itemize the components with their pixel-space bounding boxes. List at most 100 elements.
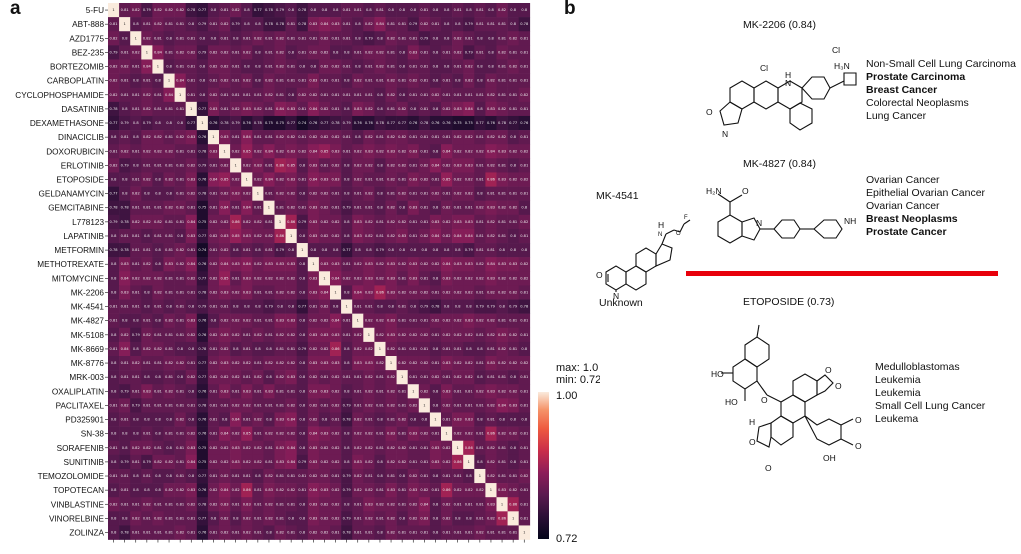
heatmap-cell: [374, 370, 386, 385]
heatmap-cell: [330, 511, 342, 526]
heatmap-cell: [252, 370, 264, 385]
heatmap-cell-label: 0.83: [221, 234, 229, 238]
heatmap-cell: [474, 370, 486, 385]
heatmap-cell-label: 0.83: [454, 418, 462, 422]
heatmap-cell: [274, 59, 286, 74]
heatmap-cell: [207, 454, 220, 470]
heatmap-cell-label: 0.81: [398, 531, 406, 535]
heatmap-cell: [318, 228, 331, 244]
heatmap-cell-label: 0.84: [465, 234, 474, 238]
heatmap-cell: [152, 285, 164, 300]
heatmap-cell: [219, 341, 231, 357]
heatmap-cell: [163, 327, 175, 343]
heatmap-cell: [429, 426, 442, 442]
heatmap-cell: [196, 285, 209, 300]
heatmap-cell: [418, 73, 431, 89]
heatmap-cell: [163, 59, 175, 74]
heatmap-cell: [363, 341, 375, 357]
heatmap-cell-label: 0.8: [421, 418, 427, 422]
heatmap-cell: [330, 327, 342, 343]
heatmap-cell: [285, 115, 297, 131]
heatmap-cell-label: 0.8: [466, 305, 472, 309]
heatmap-cell: [507, 200, 519, 216]
heatmap-cell-label: 0.82: [265, 502, 273, 506]
heatmap-cell: [307, 468, 320, 484]
heatmap-cell-label: 0.82: [409, 361, 417, 365]
heatmap-cell-label: 0.82: [376, 361, 384, 365]
heatmap-cell: [252, 468, 264, 484]
heatmap-cell: [174, 440, 186, 456]
heatmap-cell-label: 0.82: [187, 50, 195, 54]
heatmap-cell: [119, 398, 131, 413]
heatmap-cell-label: 1: [235, 163, 237, 167]
heatmap-cell: [119, 158, 131, 173]
heatmap-cell: [518, 525, 531, 540]
heatmap-cell: [363, 144, 375, 159]
heatmap-cell: [318, 525, 331, 540]
heatmap-cell: [441, 158, 453, 173]
heatmap-cell: [296, 468, 309, 484]
heatmap-cell: [196, 101, 209, 117]
heatmap-cell-label: 0.81: [498, 36, 506, 40]
heatmap-cell-label: 0.76: [198, 333, 207, 337]
heatmap-cell: [185, 45, 198, 60]
heatmap-cell: [363, 370, 375, 385]
heatmap-cell: [374, 398, 386, 413]
heatmap-cell: [108, 356, 120, 371]
heatmap-cell: [474, 497, 486, 512]
heatmap-cell: [507, 356, 519, 371]
heatmap-cell: [485, 285, 497, 300]
heatmap-cell: [252, 440, 264, 456]
indication-mk-2206-2: Prostate Carcinoma: [866, 71, 966, 83]
heatmap-cell: [141, 454, 153, 470]
heatmap-cell-label: 0.83: [409, 50, 417, 54]
heatmap-cell: [385, 3, 397, 18]
heatmap-cell: [407, 299, 420, 314]
heatmap-cell-label: 0.78: [276, 22, 285, 26]
heatmap-cell: [274, 384, 286, 399]
heatmap-cell-label: 0.8: [344, 163, 350, 167]
heatmap-cell-label: 0.8: [222, 418, 228, 422]
heatmap-cell-label: 0.83: [387, 290, 395, 294]
heatmap-cell-label: 0.8: [122, 319, 128, 323]
heatmap-cell: [318, 398, 331, 413]
heatmap-cell: [119, 370, 131, 385]
heatmap-cell-label: 0.79: [232, 121, 241, 125]
heatmap-cell: [196, 454, 209, 470]
heatmap-cell-label: 0.81: [332, 531, 340, 535]
heatmap-cell-label: 0.82: [254, 107, 262, 111]
heatmap-cell: [207, 101, 220, 117]
heatmap-cell: [130, 130, 142, 145]
heatmap-cell-label: 0.81: [354, 305, 362, 309]
heatmap-cell: [152, 426, 164, 442]
heatmap-cell: [307, 186, 320, 201]
heatmap-cell: [518, 384, 531, 399]
heatmap-cell-label: 0.84: [420, 502, 429, 506]
heatmap-cell-label: 0.83: [287, 149, 295, 153]
heatmap-cell-label: 0.82: [165, 361, 173, 365]
heatmap-cell-label: 0.83: [221, 389, 229, 393]
heatmap-cell-label: 0.82: [143, 107, 151, 111]
heatmap-cell: [330, 525, 342, 540]
heatmap-cell: [330, 257, 342, 272]
heatmap-cell-label: 1: [223, 149, 225, 153]
heatmap-cell-label: 0.79: [298, 347, 307, 351]
svg-text:Cl: Cl: [832, 45, 840, 55]
heatmap-cell-label: 0.81: [287, 389, 295, 393]
heatmap-cell: [174, 214, 186, 230]
heatmap-cell: [507, 483, 519, 498]
heatmap-cell: [219, 327, 231, 343]
heatmap-cell: [341, 356, 353, 371]
heatmap-cell: [252, 426, 264, 442]
heatmap-cell-label: 0.81: [520, 192, 528, 196]
heatmap-cell-label: 0.79: [110, 220, 119, 224]
heatmap-cell: [341, 101, 353, 117]
heatmap-cell-label: 0.84: [165, 93, 174, 97]
heatmap-cell-label: 0.82: [154, 516, 162, 520]
heatmap-cell: [263, 426, 275, 442]
heatmap-cell: [518, 214, 531, 230]
heatmap-cell-label: 0.82: [354, 149, 362, 153]
heatmap-cell: [241, 412, 253, 427]
heatmap-cell-label: 0.82: [443, 460, 451, 464]
heatmap-cell-label: 0.81: [187, 206, 195, 210]
